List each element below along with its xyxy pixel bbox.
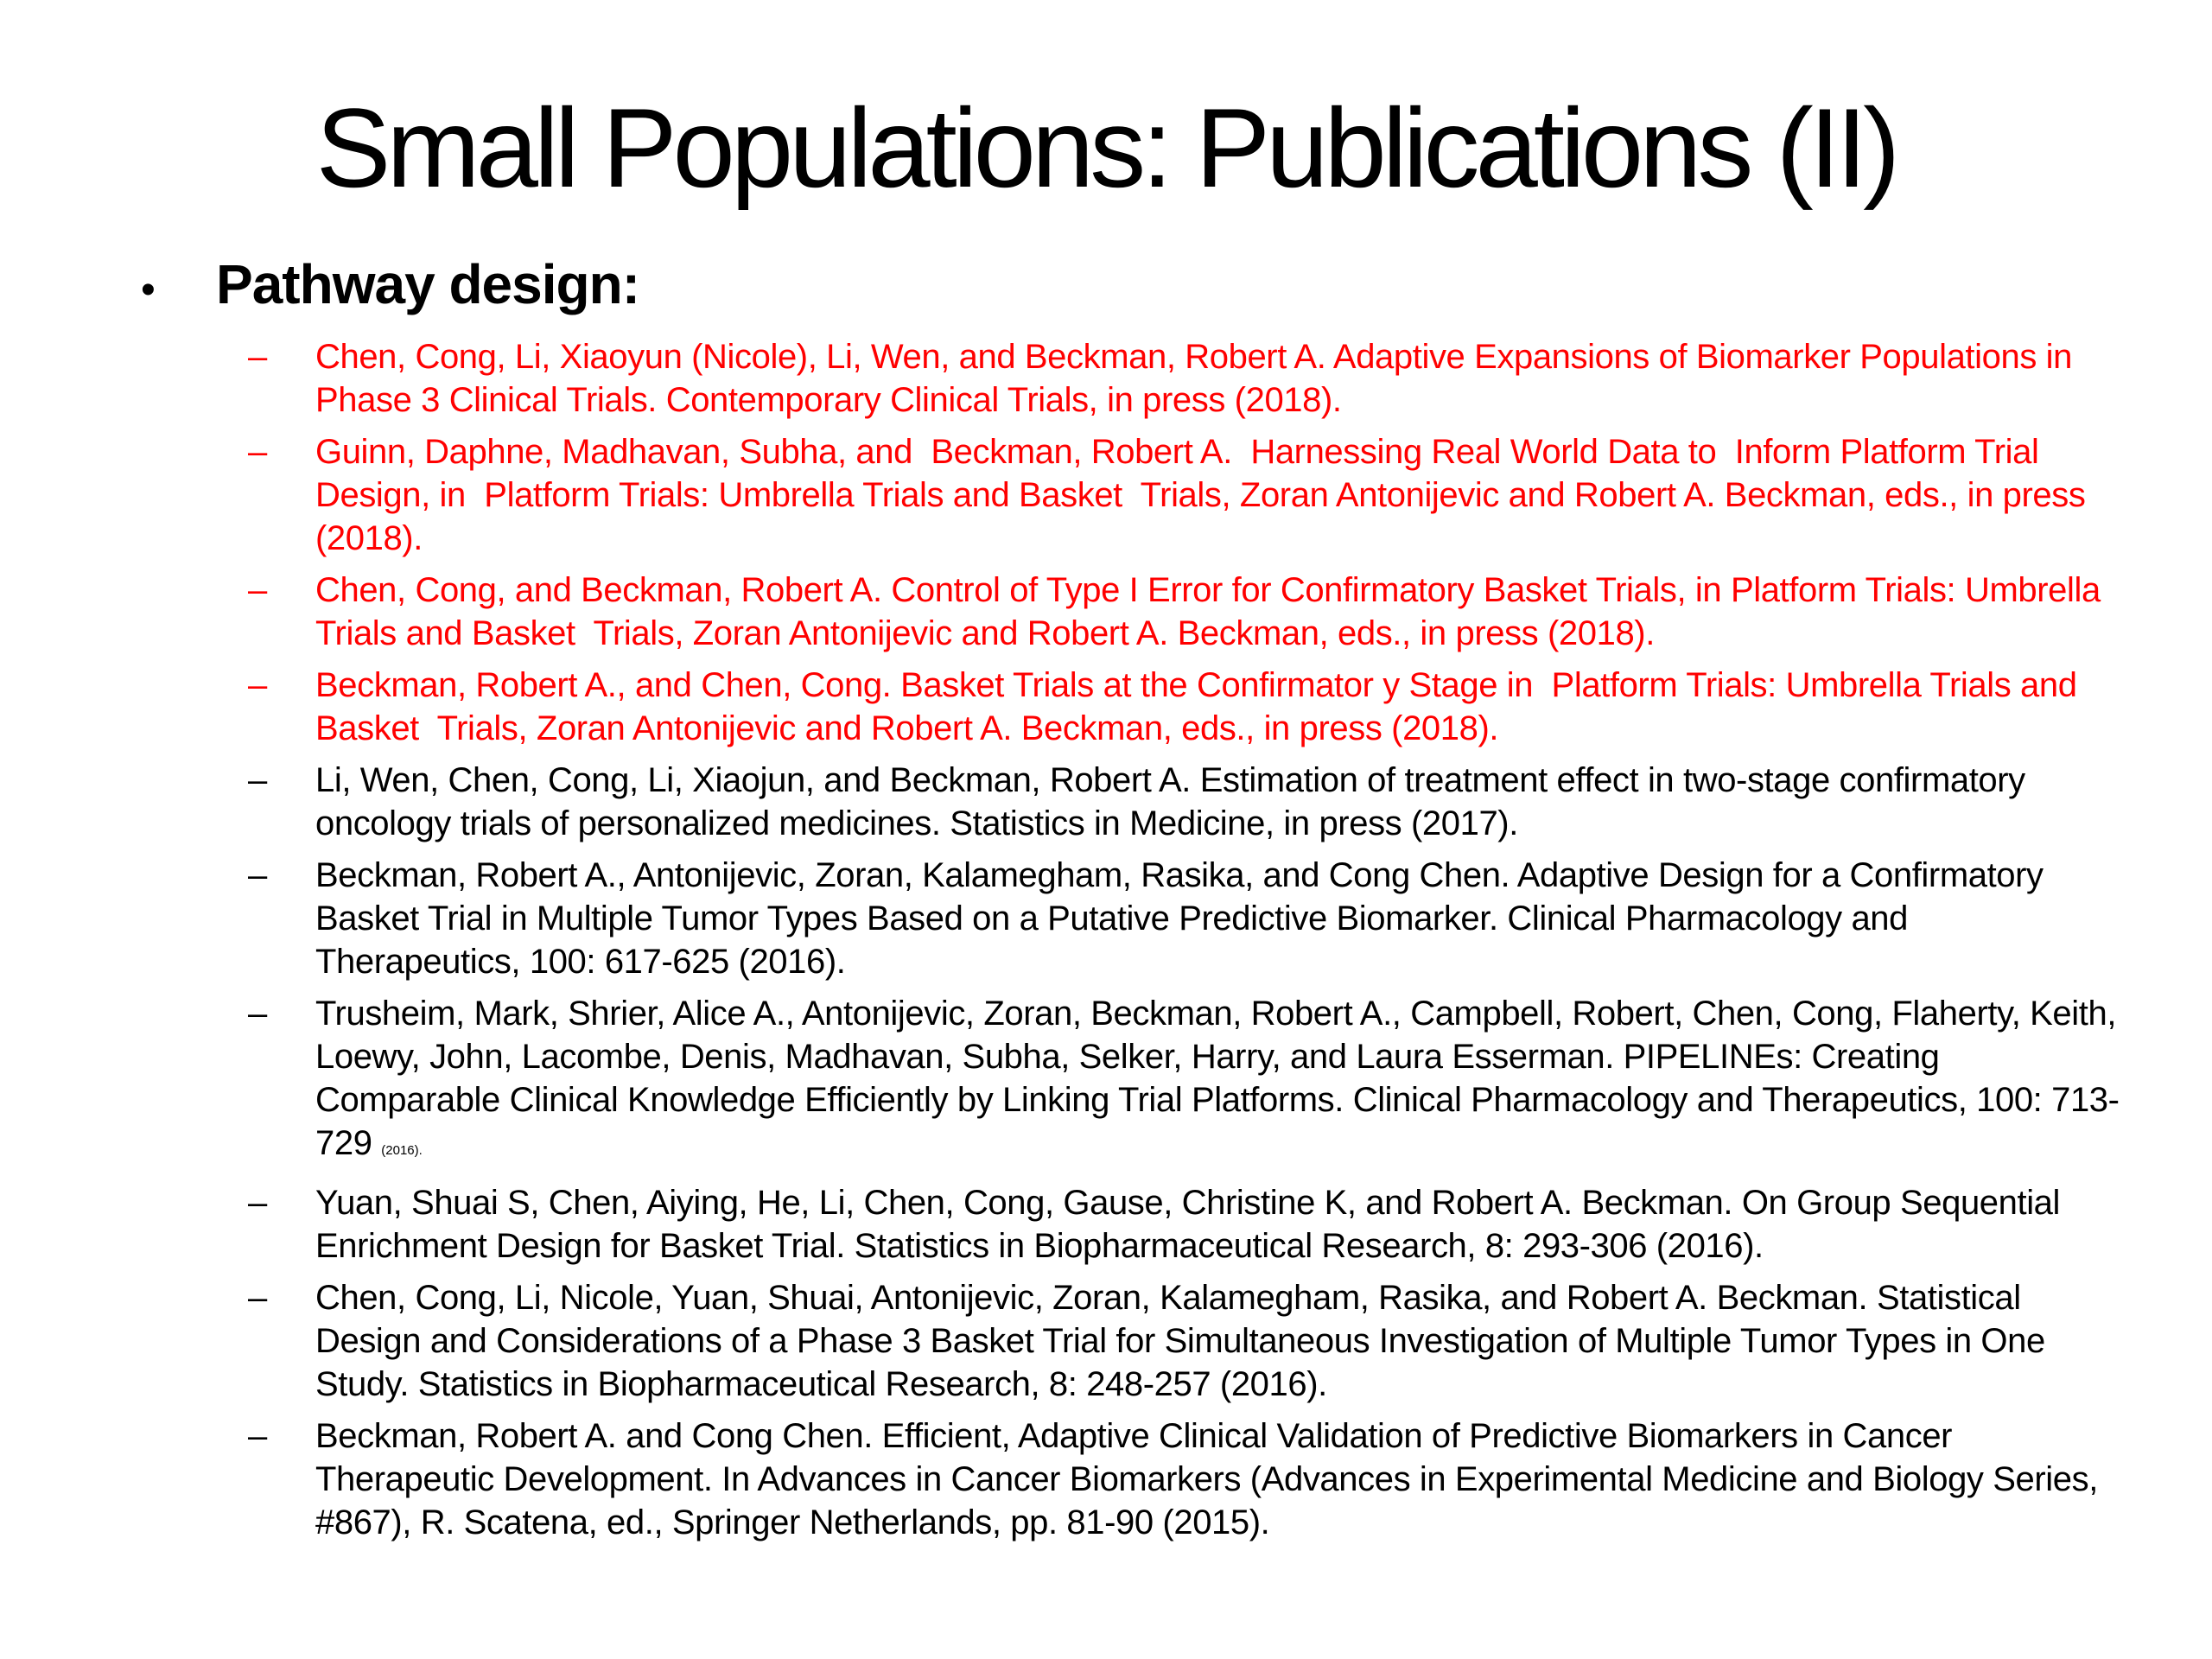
citation-list: – Chen, Cong, Li, Xiaoyun (Nicole), Li, W… <box>248 335 2121 1553</box>
section-label: Pathway design: <box>216 253 640 315</box>
dash-bullet-icon: – <box>248 995 268 1033</box>
slide-title: Small Populations: Publications (II) <box>315 85 1901 211</box>
citation-text: Li, Wen, Chen, Cong, Li, Xiaojun, and Be… <box>315 761 2035 842</box>
citation-item: – Yuan, Shuai S, Chen, Aiying, He, Li, Ch… <box>248 1181 2121 1268</box>
citation-item: – Beckman, Robert A., Antonijevic, Zoran,… <box>248 854 2121 983</box>
citation-item: – Guinn, Daphne, Madhavan, Subha, and Bec… <box>248 430 2121 560</box>
citation-text: Guinn, Daphne, Madhavan, Subha, and Beck… <box>315 433 2095 557</box>
dash-bullet-icon: – <box>248 1279 268 1317</box>
citation-text: Beckman, Robert A., Antonijevic, Zoran, … <box>315 856 2053 981</box>
citation-text: Chen, Cong, Li, Xiaoyun (Nicole), Li, We… <box>315 338 2082 419</box>
citation-text-block: Chen, Cong, Li, Xiaoyun (Nicole), Li, We… <box>315 335 2121 422</box>
dash-bullet-icon: – <box>248 856 268 894</box>
citation-text-block: Chen, Cong, Li, Nicole, Yuan, Shuai, Ant… <box>315 1276 2121 1406</box>
citation-text: Beckman, Robert A. and Cong Chen. Effici… <box>315 1417 2107 1541</box>
citation-text: Trusheim, Mark, Shrier, Alice A., Antoni… <box>315 995 2126 1162</box>
dash-bullet-icon: – <box>248 338 268 376</box>
citation-text: Chen, Cong, Li, Nicole, Yuan, Shuai, Ant… <box>315 1279 2055 1403</box>
citation-text-block: Beckman, Robert A. and Cong Chen. Effici… <box>315 1414 2121 1544</box>
dash-bullet-icon: – <box>248 571 268 609</box>
dash-bullet-icon: – <box>248 666 268 704</box>
citation-text-block: Yuan, Shuai S, Chen, Aiying, He, Li, Che… <box>315 1181 2121 1268</box>
citation-item: – Li, Wen, Chen, Cong, Li, Xiaojun, and B… <box>248 759 2121 845</box>
citation-item: – Chen, Cong, Li, Nicole, Yuan, Shuai, An… <box>248 1276 2121 1406</box>
citation-item: – Trusheim, Mark, Shrier, Alice A., Anton… <box>248 992 2121 1173</box>
citation-item: – Beckman, Robert A., and Chen, Cong. Bas… <box>248 664 2121 750</box>
citation-item: – Beckman, Robert A. and Cong Chen. Effic… <box>248 1414 2121 1544</box>
citation-text-block: Guinn, Daphne, Madhavan, Subha, and Beck… <box>315 430 2121 560</box>
citation-text-block: Li, Wen, Chen, Cong, Li, Xiaojun, and Be… <box>315 759 2121 845</box>
dash-bullet-icon: – <box>248 1417 268 1455</box>
citation-text-block: Chen, Cong, and Beckman, Robert A. Contr… <box>315 569 2121 655</box>
citation-text: Beckman, Robert A., and Chen, Cong. Bask… <box>315 666 2087 747</box>
citation-text-block: Beckman, Robert A., Antonijevic, Zoran, … <box>315 854 2121 983</box>
section-bullet-row: • Pathway design: <box>141 252 640 322</box>
citation-item: – Chen, Cong, Li, Xiaoyun (Nicole), Li, W… <box>248 335 2121 422</box>
citation-text: Chen, Cong, and Beckman, Robert A. Contr… <box>315 571 2109 652</box>
citation-item: – Chen, Cong, and Beckman, Robert A. Cont… <box>248 569 2121 655</box>
citation-text-block: Trusheim, Mark, Shrier, Alice A., Antoni… <box>315 992 2121 1173</box>
citation-year-small: (2016). <box>381 1143 423 1158</box>
round-bullet-icon: • <box>141 267 156 313</box>
dash-bullet-icon: – <box>248 761 268 799</box>
dash-bullet-icon: – <box>248 1184 268 1222</box>
citation-text-block: Beckman, Robert A., and Chen, Cong. Bask… <box>315 664 2121 750</box>
dash-bullet-icon: – <box>248 433 268 471</box>
citation-text: Yuan, Shuai S, Chen, Aiying, He, Li, Che… <box>315 1184 2069 1265</box>
